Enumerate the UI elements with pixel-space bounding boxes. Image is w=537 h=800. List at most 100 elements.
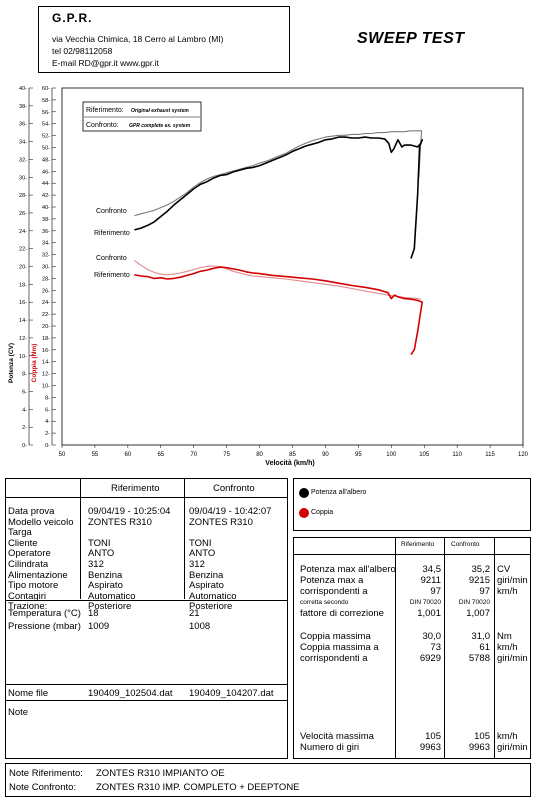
note-ref-text: ZONTES R310 IMPIANTO OE [96,768,225,779]
info-row-ref: ZONTES R310 [88,516,152,528]
torque-tick-label: 26- [42,288,50,294]
note-label: Note [8,707,29,718]
info-row-ref: Automatico [88,590,136,602]
env-row-label: Pressione (mbar) [8,621,81,632]
rpm-count-label: Numero di giri [300,742,360,753]
power-tick-label: 16- [19,300,27,306]
results-col-divider-2 [444,537,445,759]
report-title: SWEEP TEST [357,30,465,47]
torque-tick-label: 8- [45,395,50,401]
x-tick-label: 80 [256,452,263,458]
power-rpm-label: Potenza max a [300,575,364,586]
torque-tick-label: 12- [42,372,50,378]
torque-confronto-curve [134,260,421,300]
info-row-label: Contagiri [8,590,47,602]
info-row-conf: Benzina [189,569,224,581]
power-tick-label: 40- [19,86,27,92]
power-tick-label: 20- [19,265,27,271]
torque-tick-label: 38- [42,217,50,223]
legend-ref-text: Original exhaust system [131,108,189,114]
torque-corr-label: corrispondenti a [300,653,368,664]
torque-tick-label: 14- [42,360,50,366]
legend-conf-text: GPR complete ex. system [129,123,191,129]
power-tick-label: 2- [22,425,27,431]
torque-tick-label: 18- [42,336,50,342]
power-tick-label: 6- [22,389,27,395]
torque-tick-label: 56- [42,110,50,116]
info-row-conf: 09/04/19 - 10:42:07 [189,506,272,517]
torque-tick-label: 34- [42,241,50,247]
company-header-box [38,6,290,73]
x-tick-label: 115 [485,452,495,458]
power-legend-marker [299,488,309,498]
x-tick-label: 85 [289,452,296,458]
power-tick-label: 32- [19,157,27,163]
power-confronto-curve [134,130,423,217]
torque-max-label: Coppia massima [300,631,371,642]
power-tick-label: 30- [19,175,27,181]
company-email: E-mail RD@gpr.it www.gpr.it [52,58,159,68]
file-ref: 190409_102504.dat [88,688,173,699]
results-col-divider-3 [494,537,495,759]
x-tick-label: 55 [92,452,99,458]
torque-tick-label: 16- [42,348,50,354]
torque-tick-label: 2- [45,431,50,437]
torque-tick-label: 40- [42,205,50,211]
x-tick-label: 65 [157,452,164,458]
torque-axis-label: Coppia (Nm) [31,344,38,383]
torque-tick-label: 58- [42,98,50,104]
info-row-conf: TONI [189,537,212,549]
torque-max-conf: 31,0 [471,631,491,642]
vmax-label: Velocità massima [300,731,374,742]
torque-tick-label: 6- [45,407,50,413]
kmh-unit-3: km/h [497,731,518,742]
torque-unit: Nm [497,631,512,642]
power-tick-label: 0- [22,443,27,449]
torque-tick-label: 60- [42,86,50,92]
power-unit: CV [497,564,511,575]
x-tick-label: 120 [518,452,529,458]
power-tick-label: 26- [19,211,27,217]
torque-tick-label: 54- [42,122,50,128]
rpm-count-ref: 9963 [419,742,441,753]
power-tick-label: 12- [19,336,27,342]
results-col-ref: Riferimento [401,541,435,548]
torque-rpm-conf: 5788 [468,653,490,664]
env-row-ref: 1009 [88,621,110,632]
company-phone: tel 02/98112058 [52,46,113,56]
info-row-conf: Aspirato [189,580,224,592]
torque-kmh-ref: 73 [430,642,441,653]
info-row-conf: Posteriore [189,601,233,613]
info-row-label: Operatore [8,548,51,560]
torque-tick-label: 46- [42,169,50,175]
kmh-unit-2: km/h [497,642,518,653]
info-row-ref: TONI [88,537,111,549]
torque-tick-label: 52- [42,134,50,140]
info-row-label: Alimentazione [8,569,68,581]
env-divider [5,600,288,601]
torque-tick-label: 36- [42,229,50,235]
torque-riferimento-curve [134,266,423,356]
torque-tick-label: 20- [42,324,50,330]
power-max-ref: 34,5 [422,564,442,575]
info-row-ref: Benzina [88,569,123,581]
results-col-conf: Confronto [451,541,480,548]
info-row-ref: 09/04/19 - 10:25:04 [88,506,171,517]
factor-label: fattore di correzione [300,608,384,619]
vmax-ref: 105 [425,731,441,742]
company-name: G.P.R. [52,11,93,25]
torque-tick-label: 24- [42,300,50,306]
note-conf-label: Note Confronto: [9,782,77,793]
x-tick-label: 110 [452,452,462,458]
torque-max-ref: 30,0 [422,631,442,642]
curve-label-power-riferimento: Riferimento [94,230,130,237]
plot-frame [61,87,524,446]
torque-tick-label: 0- [45,443,50,449]
power-tick-label: 24- [19,229,27,235]
power-tick-label: 8- [22,372,27,378]
power-kmh-ref: 97 [430,586,441,597]
x-tick-label: 50 [59,452,66,458]
torque-tick-label: 4- [45,419,50,425]
power-tick-label: 28- [19,193,27,199]
power-tick-label: 36- [19,122,27,128]
